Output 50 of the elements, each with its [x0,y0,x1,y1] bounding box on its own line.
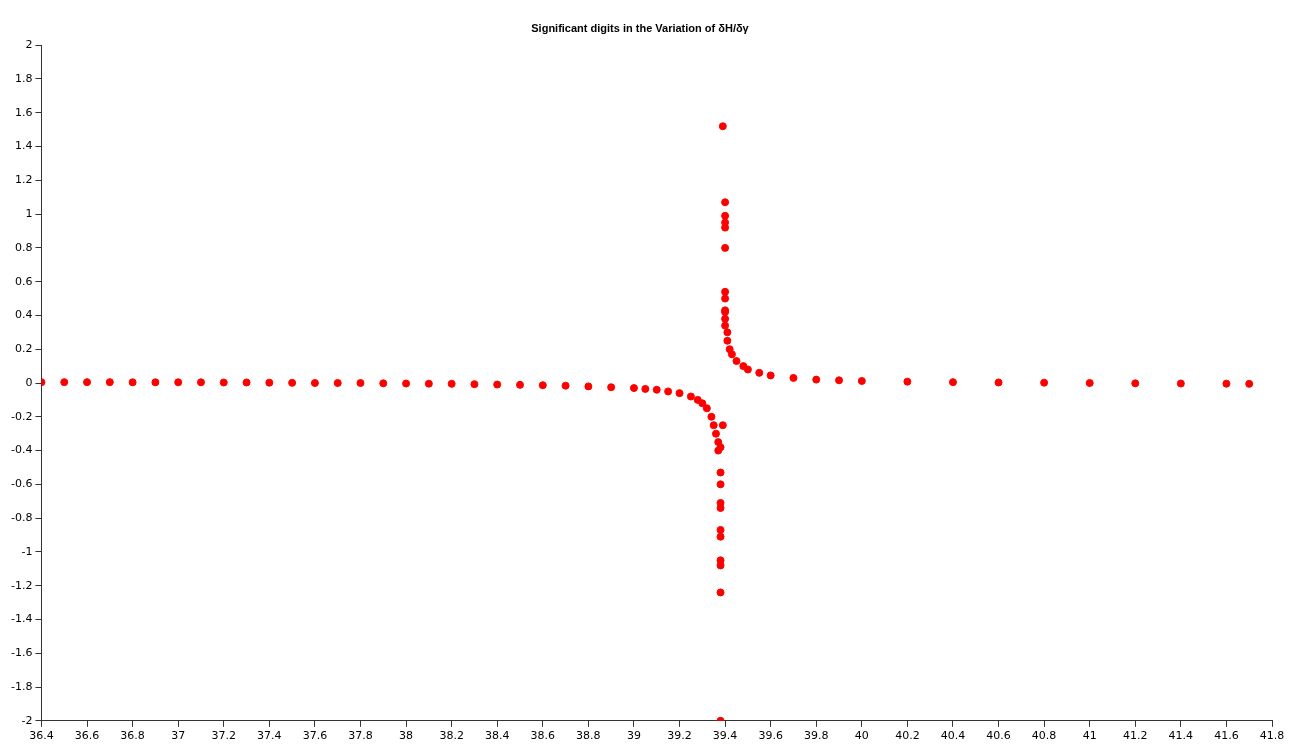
y-tick-label: 2 [25,38,33,52]
x-tick-label: 37.2 [211,729,237,743]
x-tick-label: 41.6 [1214,729,1239,743]
y-tick-label: 1.8 [14,71,33,85]
x-tick-label: 38.2 [439,729,464,743]
x-tick-label: 38.4 [484,729,510,743]
x-tick-label: 38.6 [530,729,556,743]
x-tick-label: 39.8 [804,729,829,743]
x-tick-label: 37.6 [302,729,328,743]
y-tick-label: 1.2 [14,173,33,187]
y-tick-label: -1.2 [10,578,33,592]
y-tick-label: -1 [21,544,33,558]
x-tick-label: 40.8 [1031,729,1057,743]
x-tick-label: 38 [399,729,414,743]
x-tick-label: 36.6 [74,729,100,743]
chart-title: Significant digits in the Variation of δH/δγ [531,21,750,34]
x-tick-label: 39.6 [758,729,783,743]
x-tick-label: 40.4 [940,729,966,743]
x-tick-label: 41.2 [1123,729,1148,743]
y-tick-label: 1.6 [14,105,33,119]
x-tick-label: 37.4 [257,729,282,743]
y-tick-label: 0.2 [14,342,33,356]
x-tick-label: 39.4 [712,729,738,743]
x-tick-label: 36.4 [29,729,54,743]
x-tick-label: 40 [854,729,869,743]
x-tick-label: 40.2 [895,729,920,743]
y-tick-label: 0.8 [14,240,33,254]
x-tick-label: 37 [171,729,186,743]
x-tick-label: 39 [626,729,641,743]
y-tick-label: -1.4 [10,612,33,626]
y-tick-label: -0.6 [10,477,33,491]
y-tick-label: -0.2 [10,409,33,423]
x-tick-label: 39.2 [667,729,692,743]
x-tick-label: 37.8 [348,729,373,743]
y-tick-label: 0.4 [14,308,33,322]
y-tick-label: -1.6 [10,646,33,660]
y-tick-label: 0.6 [14,274,33,288]
x-tick-label: 41.8 [1259,729,1285,743]
y-tick-label: -0.4 [10,443,33,457]
y-tick-label: 1 [25,206,33,220]
x-tick-label: 41 [1082,729,1097,743]
y-tick-label: -1.8 [10,679,33,693]
x-tick-label: 36.8 [120,729,145,743]
x-tick-label: 40.6 [986,729,1011,743]
x-tick-label: 38.8 [576,729,601,743]
x-tick-label: 41.4 [1168,729,1194,743]
y-tick-label: 1.4 [14,139,33,153]
y-tick-label: 0 [25,375,33,389]
y-tick-label: -0.8 [10,510,33,524]
y-tick-label: -2 [21,713,33,727]
